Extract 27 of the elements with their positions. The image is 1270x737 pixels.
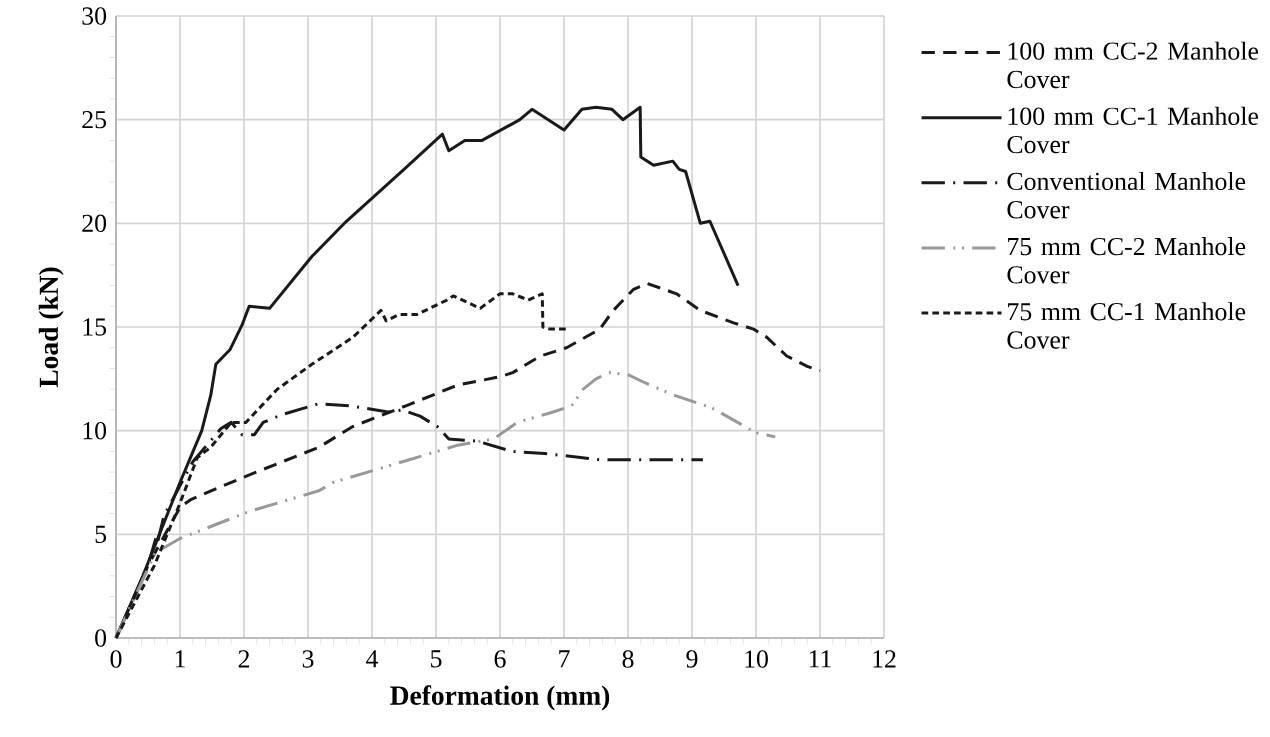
x-tick-label: 5 (431, 650, 442, 668)
x-tick-label: 10 (745, 650, 768, 668)
legend-label: 75 mm CC-1 Manhole Cover (1007, 302, 1246, 349)
x-tick-label: 12 (873, 650, 896, 668)
legend-label: 100 mm CC-1 Manhole Cover (1007, 106, 1259, 154)
y-tick-label: 25 (82, 111, 107, 129)
legend-label: 75 mm CC-2 Manhole Cover (1007, 237, 1246, 284)
x-tick-label: 11 (809, 650, 831, 668)
x-tick-label: 1 (175, 650, 185, 668)
x-tick-label: 9 (686, 650, 698, 668)
y-tick-label: 30 (82, 7, 107, 25)
x-tick-label: 2 (238, 650, 250, 668)
x-tick-label: 0 (110, 650, 122, 668)
y-tick-label: 10 (83, 421, 107, 440)
x-tick-label: 7 (559, 650, 570, 668)
x-axis-title: Deformation (mm) (390, 685, 610, 711)
y-tick-label: 5 (95, 525, 107, 543)
x-tick-label: 4 (366, 650, 379, 668)
legend-label: 100 mm CC-2 Manhole Cover (1007, 41, 1259, 89)
y-tick-label: 15 (83, 318, 107, 336)
y-axis-title: Load (kN) (38, 267, 64, 388)
x-tick-label: 8 (622, 650, 634, 668)
x-tick-label: 3 (302, 650, 314, 668)
y-tick-label: 20 (82, 214, 107, 233)
y-tick-label: 0 (95, 629, 107, 647)
legend-label: Conventional Manhole Cover (1007, 171, 1246, 219)
x-tick-label: 6 (494, 650, 506, 668)
